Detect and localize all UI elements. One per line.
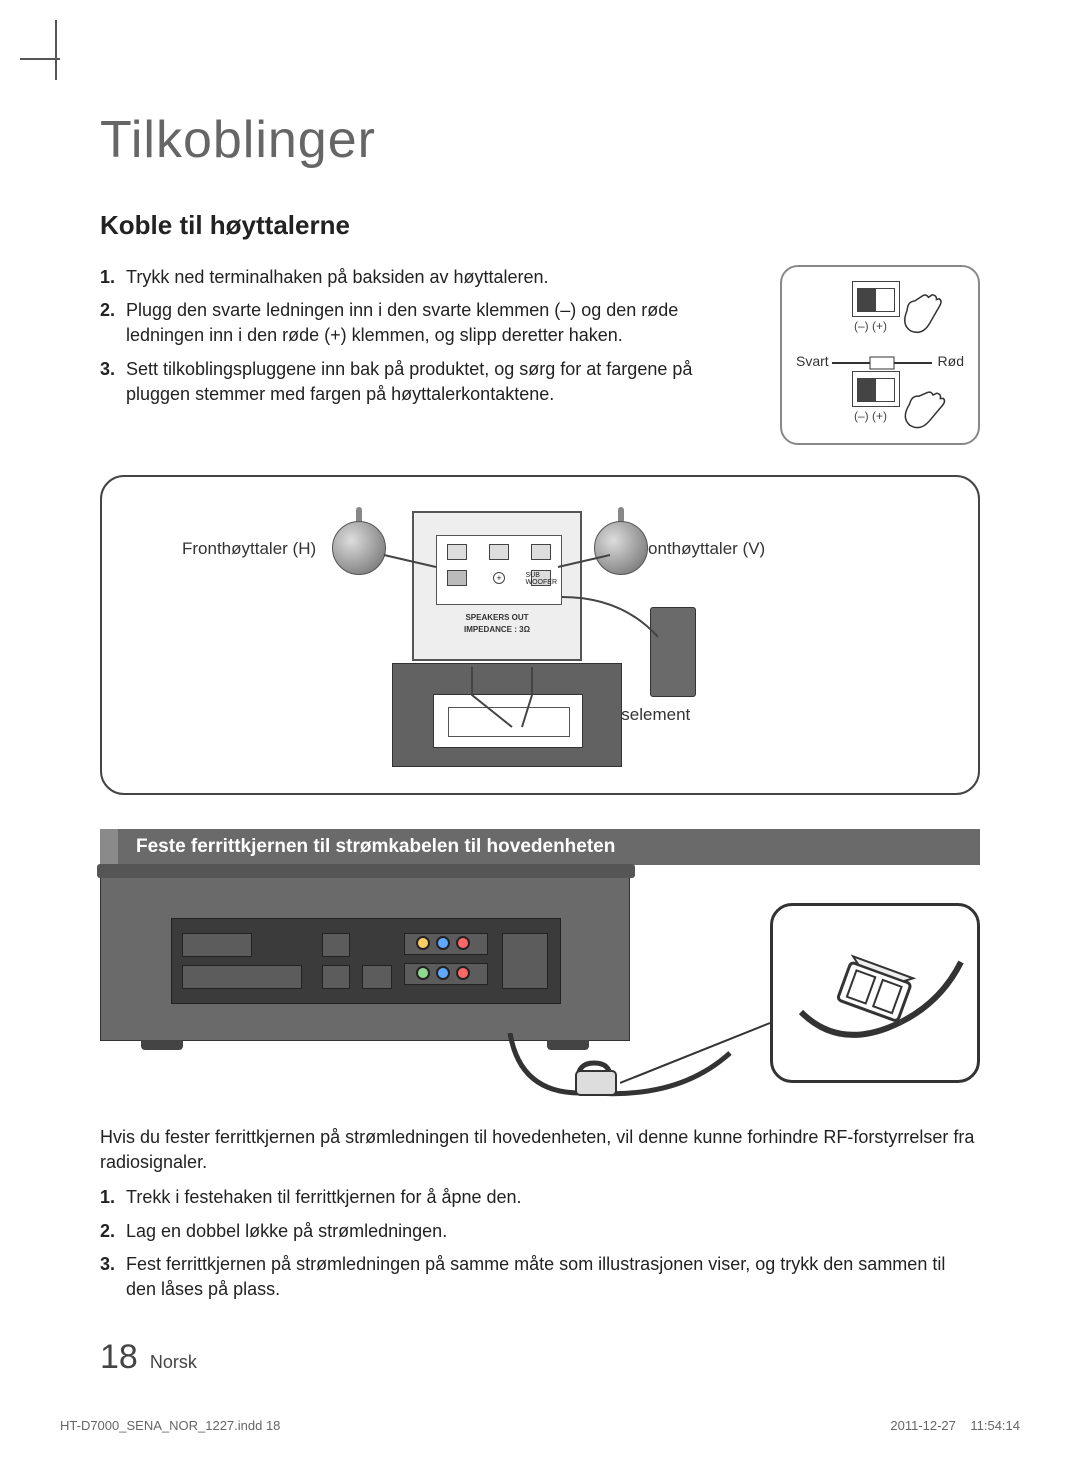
polarity-signs: (–) (+) — [854, 319, 887, 333]
ferrite-text: Hvis du fester ferrittkjernen på strømle… — [100, 1125, 980, 1302]
list-item: 1.Trekk i festehaken til ferrittkjernen … — [100, 1185, 980, 1210]
language-label: Norsk — [150, 1352, 197, 1373]
list-item: 3.Fest ferrittkjernen på strømledningen … — [100, 1252, 980, 1302]
speaker-diagram: Fronthøyttaler (H) Fronthøyttaler (V) + … — [100, 475, 980, 795]
terminal-block-icon — [852, 281, 900, 317]
footer-time: 11:54:14 — [970, 1418, 1020, 1433]
footer-file: HT-D7000_SENA_NOR_1227.indd 18 — [60, 1418, 280, 1433]
panel-label-1: SPEAKERS OUT — [414, 613, 580, 622]
steps-list-1: 1.Trykk ned terminalhaken på baksiden av… — [100, 265, 760, 415]
crop-mark — [55, 20, 57, 80]
right-speaker-label: Fronthøyttaler (V) — [632, 539, 765, 559]
steps-list-2: 1.Trekk i festehaken til ferrittkjernen … — [100, 1185, 980, 1302]
crop-mark — [20, 58, 60, 60]
subsection-bar: Feste ferrittkjernen til strømkabelen ti… — [100, 829, 980, 865]
terminal-figure: (–) (+) Svart Rød (–) (+) — [780, 265, 980, 445]
main-unit-icon — [392, 663, 622, 767]
back-panel-icon: + SUB WOOFER SPEAKERS OUT IMPEDANCE : 3Ω — [412, 511, 582, 661]
list-item: 3.Sett tilkoblingspluggene inn bak på pr… — [100, 357, 760, 407]
step-text: Lag en dobbel løkke på strømledningen. — [126, 1219, 447, 1244]
list-item: 2.Plugg den svarte ledningen inn i den s… — [100, 298, 760, 348]
ferrite-intro: Hvis du fester ferrittkjernen på strømle… — [100, 1125, 980, 1175]
hand-icon — [891, 376, 954, 440]
panel-label-2: IMPEDANCE : 3Ω — [414, 625, 580, 634]
polarity-signs: (–) (+) — [854, 409, 887, 423]
step-text: Trekk i festehaken til ferrittkjernen fo… — [126, 1185, 522, 1210]
step-text: Trykk ned terminalhaken på baksiden av h… — [126, 265, 549, 290]
step-text: Fest ferrittkjernen på strømledningen på… — [126, 1252, 980, 1302]
list-item: 2.Lag en dobbel løkke på strømledningen. — [100, 1219, 980, 1244]
page-number: 18 — [100, 1338, 138, 1377]
section-title: Koble til høyttalerne — [100, 210, 980, 241]
page-content: Tilkoblinger Koble til høyttalerne 1.Try… — [100, 110, 980, 1310]
footer-date: 2011-12-27 — [890, 1418, 956, 1433]
wire-icon — [832, 353, 932, 373]
footer: HT-D7000_SENA_NOR_1227.indd 18 2011-12-2… — [60, 1418, 1020, 1433]
speaker-icon — [332, 521, 386, 575]
page-number-row: 18 Norsk — [100, 1338, 197, 1377]
terminal-right-label: Rød — [938, 353, 964, 369]
step-text: Plugg den svarte ledningen inn i den sva… — [126, 298, 760, 348]
subwoofer-port-label: SUB WOOFER — [526, 572, 558, 586]
terminal-block-icon — [852, 371, 900, 407]
subwoofer-icon — [650, 607, 696, 697]
list-item: 1.Trykk ned terminalhaken på baksiden av… — [100, 265, 760, 290]
device-rear-icon — [100, 873, 630, 1041]
left-speaker-label: Fronthøyttaler (H) — [182, 539, 316, 559]
ferrite-figure — [100, 873, 980, 1121]
callout-line — [620, 1013, 780, 1103]
terminal-left-label: Svart — [796, 353, 829, 369]
ferrite-detail-icon — [770, 903, 980, 1083]
intro-row: 1.Trykk ned terminalhaken på baksiden av… — [100, 265, 980, 445]
chapter-title: Tilkoblinger — [100, 110, 980, 170]
speaker-icon — [594, 521, 648, 575]
step-text: Sett tilkoblingspluggene inn bak på prod… — [126, 357, 760, 407]
